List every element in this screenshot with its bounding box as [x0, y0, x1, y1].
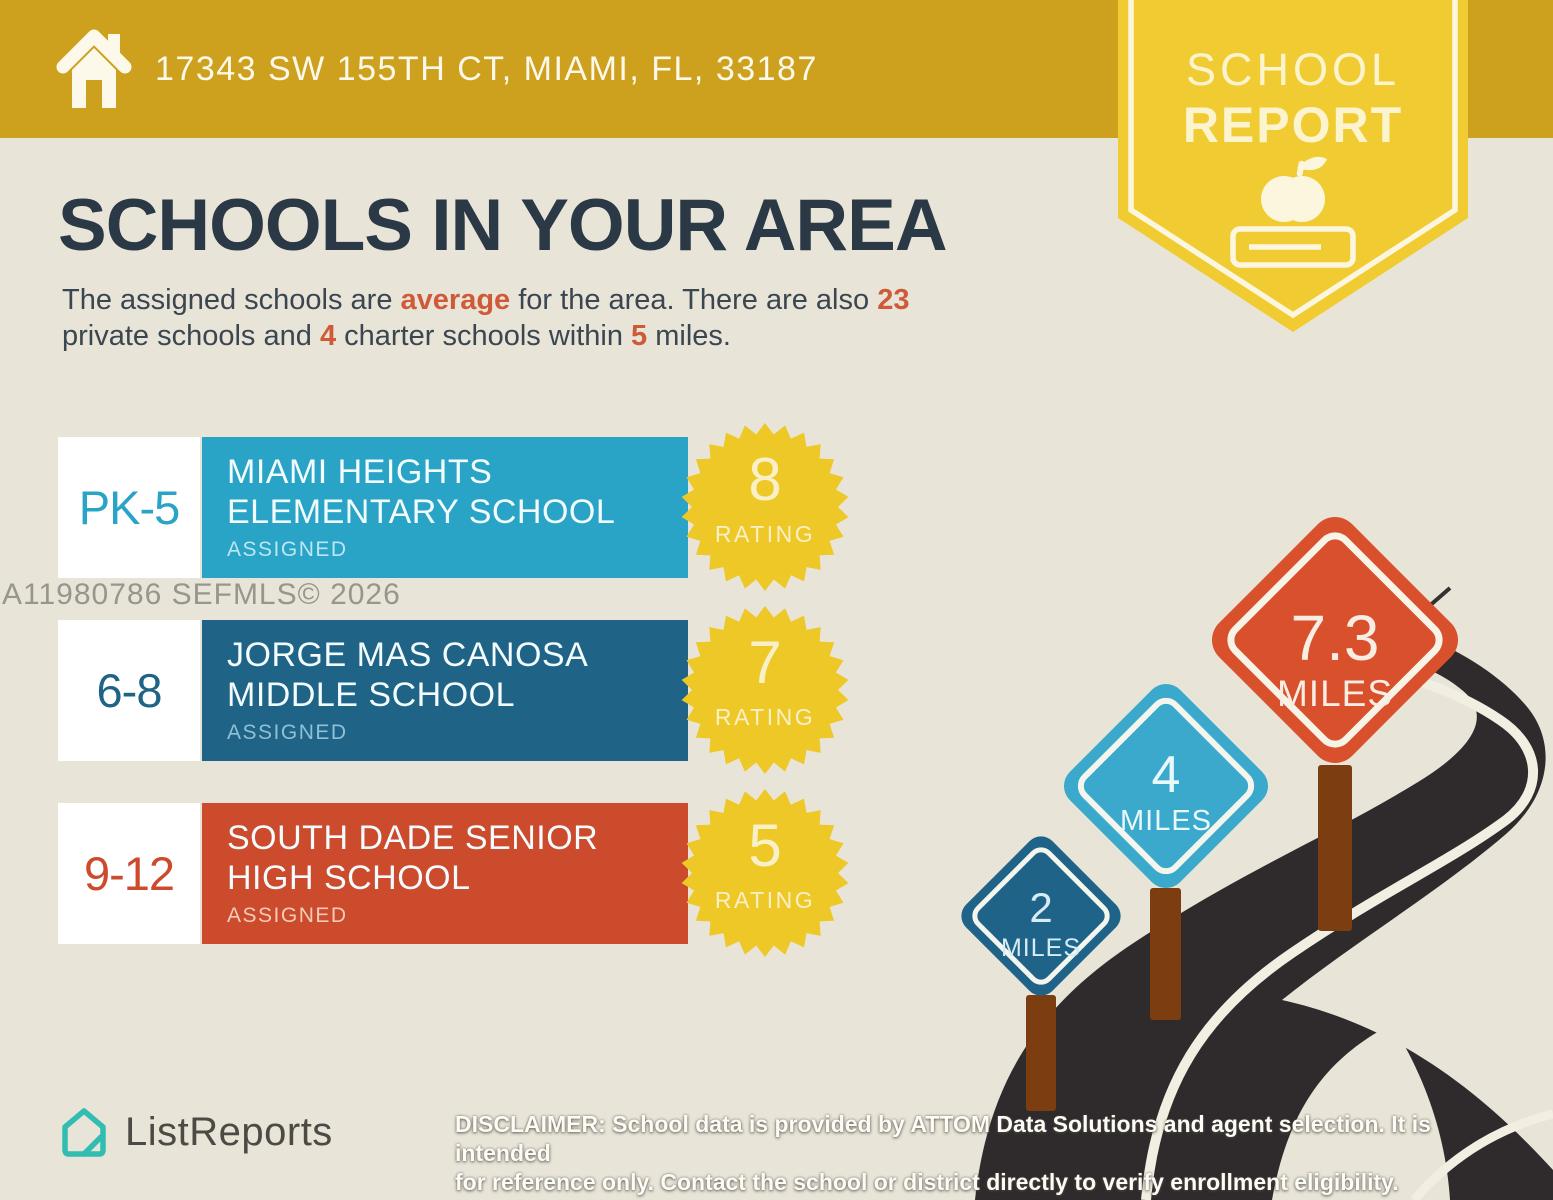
- highlight-private-count: 23: [877, 284, 910, 316]
- school-row-high: 9-12 SOUTH DADE SENIOR HIGH SCHOOL ASSIG…: [0, 789, 1553, 957]
- highlight-radius-miles: 5: [631, 320, 648, 352]
- home-icon: [56, 29, 132, 108]
- apple-book-icon: [1230, 156, 1356, 268]
- school-name-line1: MIAMI HEIGHTS: [227, 453, 493, 491]
- distance-sign-4-miles: [1063, 683, 1269, 889]
- intro-text: The assigned schools are average for the…: [62, 282, 909, 354]
- school-row-elementary: PK-5 MIAMI HEIGHTS ELEMENTARY SCHOOL ASS…: [0, 423, 1553, 591]
- school-report-badge: SCHOOL REPORT: [1118, 0, 1468, 340]
- school-name: JORGE MAS CANOSA MIDDLE SCHOOL: [227, 635, 688, 715]
- distance-sign-7-miles: [1212, 517, 1458, 763]
- grade-range-box: PK-5: [58, 437, 200, 578]
- road-edge-line-corner: [1410, 1109, 1553, 1200]
- sign-distance-value: 2: [1029, 884, 1052, 931]
- grade-range-box: 9-12: [58, 803, 200, 944]
- school-bar: JORGE MAS CANOSA MIDDLE SCHOOL ASSIGNED: [202, 620, 688, 761]
- mls-watermark: A11980786 SEFMLS© 2026: [2, 578, 401, 611]
- badge-title-report: REPORT: [1182, 97, 1404, 153]
- school-name: SOUTH DADE SENIOR HIGH SCHOOL: [227, 818, 688, 898]
- assigned-label: ASSIGNED: [227, 721, 348, 744]
- disclaimer-line1: School data is provided by ATTOM Data So…: [455, 1111, 1431, 1166]
- rating-label: RATING: [714, 521, 816, 547]
- rating-badge: 7 RATING: [675, 600, 855, 780]
- sign-distance-value: 4: [1152, 746, 1181, 804]
- rating-label: RATING: [714, 704, 816, 730]
- listreports-logo: ListReports: [57, 1104, 333, 1160]
- rating-value: 7: [748, 629, 782, 696]
- disclaimer-label: DISCLAIMER:: [455, 1111, 606, 1137]
- school-name-line1: JORGE MAS CANOSA: [227, 636, 589, 674]
- highlight-average: average: [400, 284, 511, 316]
- assigned-label: ASSIGNED: [227, 538, 348, 561]
- sign-distance-unit: MILES: [1277, 673, 1393, 714]
- highlight-charter-count: 4: [319, 320, 337, 352]
- starburst-icon: [681, 789, 849, 957]
- school-name: MIAMI HEIGHTS ELEMENTARY SCHOOL: [227, 452, 688, 532]
- grade-range: 9-12: [83, 847, 175, 900]
- intro-segment: The assigned schools are: [62, 284, 401, 316]
- grade-range: 6-8: [96, 664, 163, 717]
- road-gap: [1272, 1024, 1450, 1200]
- school-name-line2: HIGH SCHOOL: [227, 859, 471, 897]
- page-title: SCHOOLS IN YOUR AREA: [58, 185, 948, 266]
- disclaimer-line2: for reference only. Contact the school o…: [455, 1169, 1399, 1195]
- distance-sign-2-miles: [961, 836, 1121, 996]
- assigned-label: ASSIGNED: [227, 904, 348, 927]
- rating-value: 8: [748, 446, 782, 513]
- intro-segment: miles.: [647, 320, 731, 352]
- grade-range-box: 6-8: [58, 620, 200, 761]
- road-edge-line: [1141, 659, 1538, 1200]
- school-name-line2: ELEMENTARY SCHOOL: [227, 493, 616, 531]
- sign-distance-value: 7.3: [1291, 602, 1380, 674]
- sign-post-2mi: [1026, 995, 1056, 1111]
- rating-value: 5: [748, 812, 782, 879]
- rating-badge: 5 RATING: [675, 783, 855, 963]
- starburst-icon: [681, 606, 849, 774]
- rating-label: RATING: [714, 887, 816, 913]
- sign-post-7mi: [1318, 765, 1352, 931]
- grade-range: PK-5: [78, 481, 180, 534]
- badge-title-school: SCHOOL: [1185, 44, 1401, 95]
- intro-segment: charter schools within: [336, 320, 632, 352]
- brand-name: ListReports: [125, 1109, 333, 1154]
- listreports-house-icon: [62, 1108, 106, 1157]
- ribbon-pennant: [1118, 0, 1468, 332]
- school-row-middle: 6-8 JORGE MAS CANOSA MIDDLE SCHOOL ASSIG…: [0, 606, 1553, 774]
- property-address: 17343 SW 155TH CT, MIAMI, FL, 33187: [155, 49, 818, 88]
- disclaimer-text: DISCLAIMER: School data is provided by A…: [455, 1110, 1465, 1197]
- sign-distance-unit: MILES: [1001, 934, 1081, 962]
- intro-segment: private schools and: [62, 320, 320, 352]
- intro-segment: for the area. There are also: [510, 284, 878, 316]
- school-bar: MIAMI HEIGHTS ELEMENTARY SCHOOL ASSIGNED: [202, 437, 688, 578]
- starburst-icon: [681, 423, 849, 591]
- school-name-line1: SOUTH DADE SENIOR: [227, 819, 599, 857]
- school-bar: SOUTH DADE SENIOR HIGH SCHOOL ASSIGNED: [202, 803, 688, 944]
- sign-post-4mi: [1150, 888, 1181, 1020]
- school-name-line2: MIDDLE SCHOOL: [227, 676, 515, 714]
- rating-badge: 8 RATING: [675, 417, 855, 597]
- sign-distance-unit: MILES: [1120, 805, 1212, 837]
